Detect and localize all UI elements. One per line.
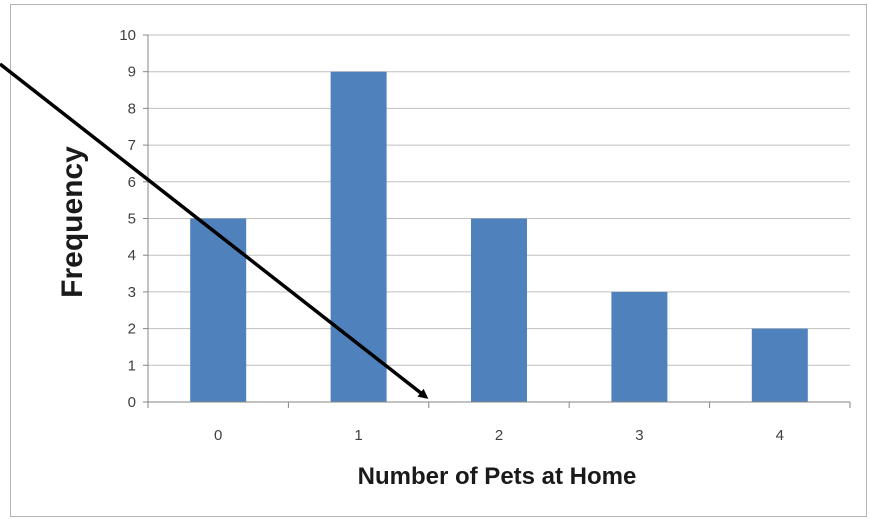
y-tick-label: 6 — [128, 174, 136, 191]
x-tick-label: 4 — [776, 427, 784, 444]
y-tick-label: 10 — [119, 27, 136, 44]
chart-frame — [10, 4, 867, 517]
y-tick-label: 9 — [128, 64, 136, 81]
bar-2 — [471, 218, 527, 402]
y-tick-label: 7 — [128, 137, 136, 154]
bar-series — [190, 71, 808, 402]
axes — [143, 34, 851, 408]
x-tick-label: 0 — [214, 427, 222, 444]
x-axis-title: Number of Pets at Home — [358, 463, 637, 490]
bar-0 — [190, 218, 247, 402]
y-axis-title: Frequency — [56, 146, 89, 298]
bar-1 — [330, 71, 387, 402]
y-tick-label: 2 — [128, 321, 136, 338]
y-tick-label: 5 — [128, 211, 136, 228]
y-tick-label: 4 — [128, 247, 136, 264]
x-tick-label: 3 — [635, 427, 643, 444]
annotation-arrow — [0, 62, 429, 399]
gridlines — [148, 34, 850, 366]
x-tick-label: 2 — [495, 427, 503, 444]
y-tick-label: 3 — [128, 284, 136, 301]
y-tick-label: 8 — [128, 100, 136, 117]
y-tick-labels: 0 1 2 3 4 5 6 7 8 9 10 — [119, 27, 136, 411]
bar-3 — [611, 291, 668, 402]
y-tick-label: 0 — [128, 394, 136, 411]
x-tick-label: 1 — [354, 427, 362, 444]
bar-4 — [751, 328, 808, 402]
y-tick-label: 1 — [128, 357, 136, 374]
x-tick-labels: 0 1 2 3 4 — [214, 427, 784, 444]
